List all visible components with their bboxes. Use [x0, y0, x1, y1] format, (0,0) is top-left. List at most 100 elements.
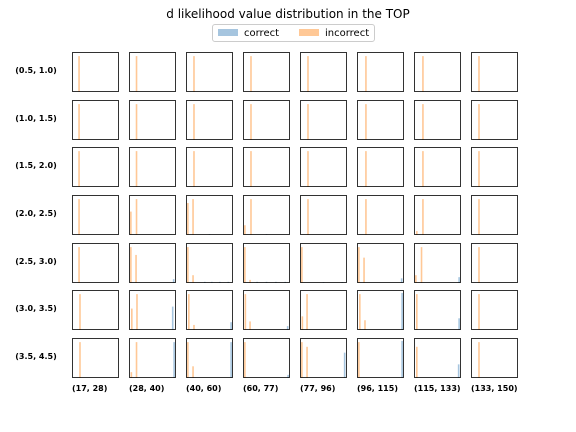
legend-item-incorrect: incorrect — [299, 27, 369, 40]
bar-incorrect — [187, 342, 189, 378]
col-label: (96, 115) — [357, 384, 398, 393]
row-label: (3.5, 4.5) — [15, 352, 57, 361]
bar-incorrect — [358, 342, 360, 378]
histogram-panel — [72, 290, 119, 330]
histogram-panel — [300, 338, 347, 378]
bar-incorrect — [135, 254, 137, 283]
panel-frame — [471, 243, 518, 283]
histogram-panel — [129, 100, 176, 140]
histogram-panel — [243, 147, 290, 187]
histogram-panel — [357, 100, 404, 140]
panel-frame — [72, 52, 119, 92]
panel-frame — [357, 195, 404, 235]
bar-incorrect — [250, 56, 252, 92]
histogram-panel — [243, 100, 290, 140]
bar-incorrect — [365, 56, 367, 92]
histogram-panel — [300, 243, 347, 283]
histogram-panel — [471, 290, 518, 330]
panel-frame — [414, 195, 461, 235]
bar-incorrect — [306, 346, 308, 378]
panel-frame — [129, 290, 176, 330]
bar-incorrect — [250, 151, 252, 187]
bar-incorrect — [135, 56, 138, 92]
panel-frame — [243, 100, 290, 140]
panel-frame — [357, 243, 404, 283]
panel-frame — [414, 147, 461, 187]
bar-incorrect — [358, 247, 360, 283]
histogram-panel — [357, 290, 404, 330]
legend-swatch-correct — [218, 28, 238, 36]
panel-frame — [357, 147, 404, 187]
legend-item-correct: correct — [218, 27, 279, 40]
histogram-panel — [300, 195, 347, 235]
bar-incorrect — [130, 247, 132, 283]
bar-incorrect — [187, 247, 189, 283]
col-label: (133, 150) — [471, 384, 518, 393]
bar-incorrect — [135, 151, 138, 187]
histogram-panel — [186, 195, 233, 235]
col-label: (60, 77) — [243, 384, 279, 393]
bar-incorrect — [365, 199, 367, 235]
panel-frame — [186, 290, 233, 330]
bar-incorrect — [478, 294, 480, 330]
histogram-panel — [471, 147, 518, 187]
bar-correct — [287, 374, 289, 378]
bar-incorrect — [135, 342, 138, 378]
histogram-panel — [414, 338, 461, 378]
panel-frame — [243, 147, 290, 187]
histogram-panel — [129, 338, 176, 378]
bar-correct — [171, 306, 174, 330]
histogram-panel — [414, 100, 461, 140]
panel-frame — [243, 195, 290, 235]
row-label: (2.0, 2.5) — [15, 209, 57, 218]
panel-frame — [129, 147, 176, 187]
panel-frame — [186, 243, 233, 283]
histogram-panel — [300, 147, 347, 187]
bar-incorrect — [192, 366, 194, 378]
histogram-panel — [243, 338, 290, 378]
panel-frame — [300, 52, 347, 92]
chart-title: d likelihood value distribution in the T… — [166, 7, 410, 21]
histogram-panel — [414, 195, 461, 235]
histogram-panel — [414, 147, 461, 187]
bar-incorrect — [422, 151, 424, 187]
bar-incorrect — [78, 247, 80, 283]
col-label: (28, 40) — [129, 384, 165, 393]
row-label: (1.0, 1.5) — [15, 114, 57, 123]
bar-incorrect — [131, 308, 133, 330]
panel-frame — [300, 100, 347, 140]
histogram-panel — [186, 338, 233, 378]
panel-frame — [414, 100, 461, 140]
col-label: (77, 96) — [300, 384, 336, 393]
bar-incorrect — [78, 151, 80, 187]
bar-incorrect — [306, 294, 308, 330]
bar-incorrect — [301, 342, 303, 378]
panel-frame — [72, 100, 119, 140]
bar-incorrect — [130, 211, 132, 235]
histogram-panel — [72, 338, 119, 378]
panel-frame — [243, 290, 290, 330]
histogram-panel — [186, 147, 233, 187]
bar-incorrect — [193, 324, 195, 330]
panel-frame — [129, 100, 176, 140]
histogram-panel — [129, 147, 176, 187]
panel-frame — [300, 147, 347, 187]
panel-frame — [471, 52, 518, 92]
bar-incorrect — [478, 151, 480, 187]
row-label: (3.0, 3.5) — [15, 304, 57, 313]
bar-incorrect — [78, 56, 80, 92]
bar-correct — [230, 322, 232, 330]
bar-incorrect — [422, 104, 424, 140]
bar-incorrect — [244, 247, 246, 283]
bar-correct — [458, 277, 460, 283]
legend-label-correct: correct — [244, 28, 280, 39]
bar-incorrect — [244, 225, 246, 235]
panel-frame — [129, 52, 176, 92]
bar-incorrect — [422, 199, 424, 235]
histogram-panel — [471, 52, 518, 92]
panel-frame — [357, 338, 404, 378]
bar-incorrect — [244, 342, 246, 378]
histogram-panel — [471, 243, 518, 283]
panel-frame — [414, 290, 461, 330]
